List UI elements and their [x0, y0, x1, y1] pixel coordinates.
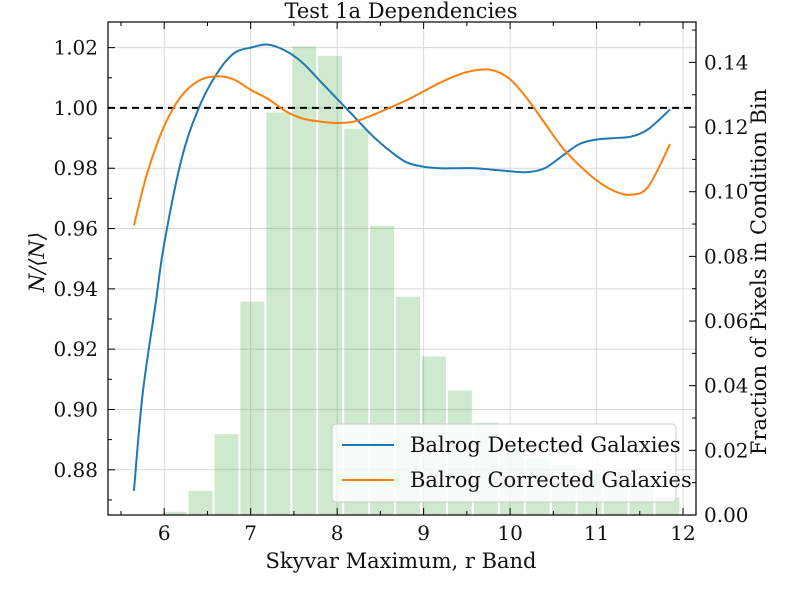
histogram-bar	[188, 490, 213, 515]
histogram-bar	[266, 112, 291, 515]
legend-box	[331, 423, 677, 503]
histogram-bar	[344, 128, 369, 516]
y2-tick-label: 0.12	[704, 115, 749, 139]
x-tick-label: 8	[331, 521, 344, 545]
y2-tick-label: 0.08	[704, 244, 749, 268]
plot-frame	[107, 21, 697, 516]
x-tick-label: 11	[584, 521, 609, 545]
y-tick-label: 1.00	[53, 96, 98, 120]
chart-title: Test 1a Dependencies	[285, 0, 518, 23]
histogram-bar	[162, 511, 187, 515]
y-tick-label: 0.88	[53, 458, 98, 482]
series-line-0	[132, 43, 671, 491]
x-axis-title: Skyvar Maximum, r Band	[266, 549, 537, 573]
y-tick-label: 0.98	[53, 156, 98, 180]
histogram-bar	[240, 301, 265, 515]
series-line-1	[132, 68, 671, 226]
y-tick-label: 0.92	[53, 337, 98, 361]
y-axis-title: N/⟨N⟩	[25, 232, 49, 293]
y2-tick-label: 0.00	[704, 503, 749, 527]
legend-label-0: Balrog Detected Galaxies	[410, 433, 681, 457]
y-tick-label: 0.94	[53, 277, 98, 301]
histogram-bar	[214, 434, 239, 515]
y2-tick-label: 0.04	[704, 374, 749, 398]
x-tick-label: 7	[244, 521, 257, 545]
legend: Balrog Detected Galaxies Balrog Corrected…	[331, 423, 692, 503]
legend-label-1: Balrog Corrected Galaxies	[410, 468, 692, 492]
y-tick-label: 0.90	[53, 397, 98, 421]
x-tick-label: 12	[670, 521, 695, 545]
series-lines	[132, 43, 671, 491]
y2-tick-label: 0.06	[704, 309, 749, 333]
y2-tick-label: 0.02	[704, 438, 749, 462]
histogram-bar	[292, 46, 317, 515]
y2-tick-label: 0.10	[704, 180, 749, 204]
x-tick-label: 9	[417, 521, 430, 545]
y-tick-label: 1.02	[53, 36, 98, 60]
histogram-bar	[318, 55, 343, 515]
y-tick-label: 0.96	[53, 217, 98, 241]
y2-tick-label: 0.14	[704, 50, 749, 74]
axes: 6 7 8 9 10 11 12 0.88 0.90 0.92 0.94 0.96 0.98 1.00 1.…	[53, 21, 749, 545]
x-tick-label: 6	[158, 521, 171, 545]
y2-axis-title: Fraction of Pixels in Condition Bin	[747, 89, 771, 455]
x-tick-label: 10	[497, 521, 522, 545]
